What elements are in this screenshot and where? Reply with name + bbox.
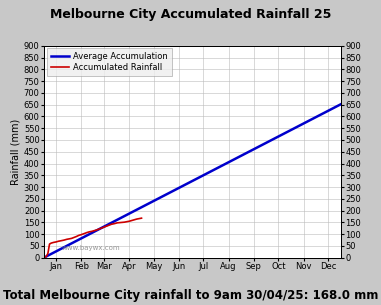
Average Accumulation (102, 224, 107, 228)
Average Accumulation (71, 241, 75, 244)
Average Accumulation (202, 173, 207, 177)
Text: Melbourne City Accumulated Rainfall 25: Melbourne City Accumulated Rainfall 25 (50, 8, 331, 21)
Average Accumulation (42, 256, 46, 260)
Accumulated Rainfall (42, 256, 46, 260)
Accumulated Rainfall (102, 225, 106, 229)
Accumulated Rainfall (44, 255, 48, 258)
Accumulated Rainfall (92, 229, 96, 232)
Accumulated Rainfall (127, 219, 131, 223)
Accumulated Rainfall (56, 239, 61, 243)
Average Accumulation (245, 151, 250, 154)
Accumulated Rainfall (59, 239, 63, 242)
Line: Average Accumulation: Average Accumulation (44, 104, 341, 258)
Accumulated Rainfall (107, 223, 111, 227)
Accumulated Rainfall (112, 222, 117, 225)
Accumulated Rainfall (99, 226, 104, 230)
Accumulated Rainfall (79, 233, 83, 236)
Accumulated Rainfall (49, 241, 53, 245)
Accumulated Rainfall (132, 218, 136, 222)
Accumulated Rainfall (85, 231, 89, 234)
Text: www.baywx.com: www.baywx.com (62, 245, 120, 251)
Accumulated Rainfall (54, 240, 58, 244)
Accumulated Rainfall (94, 228, 99, 232)
Accumulated Rainfall (62, 238, 66, 242)
Accumulated Rainfall (64, 238, 69, 241)
Accumulated Rainfall (74, 235, 78, 239)
Accumulated Rainfall (115, 221, 119, 225)
Accumulated Rainfall (47, 242, 52, 246)
Accumulated Rainfall (69, 237, 74, 240)
Accumulated Rainfall (46, 252, 50, 255)
Average Accumulation (92, 230, 96, 233)
Average Accumulation (339, 102, 343, 106)
Accumulated Rainfall (104, 224, 109, 228)
Y-axis label: Rainfall (mm): Rainfall (mm) (11, 119, 21, 185)
Accumulated Rainfall (72, 236, 76, 239)
Accumulated Rainfall (125, 220, 129, 224)
Accumulated Rainfall (77, 234, 81, 237)
Accumulated Rainfall (51, 241, 56, 244)
Accumulated Rainfall (120, 221, 124, 224)
Text: Total Melbourne City rainfall to 9am 30/04/25: 168.0 mm: Total Melbourne City rainfall to 9am 30/… (3, 289, 378, 302)
Accumulated Rainfall (87, 230, 92, 234)
Accumulated Rainfall (109, 222, 114, 226)
Accumulated Rainfall (90, 230, 94, 233)
Accumulated Rainfall (134, 217, 139, 221)
Accumulated Rainfall (82, 231, 87, 235)
Accumulated Rainfall (67, 237, 71, 241)
Accumulated Rainfall (130, 219, 134, 222)
Accumulated Rainfall (117, 221, 122, 224)
Average Accumulation (261, 142, 266, 146)
Line: Accumulated Rainfall: Accumulated Rainfall (44, 218, 141, 258)
Accumulated Rainfall (97, 227, 101, 231)
Legend: Average Accumulation, Accumulated Rainfall: Average Accumulation, Accumulated Rainfa… (47, 48, 171, 76)
Accumulated Rainfall (139, 216, 144, 220)
Accumulated Rainfall (122, 220, 127, 224)
Accumulated Rainfall (137, 217, 141, 221)
